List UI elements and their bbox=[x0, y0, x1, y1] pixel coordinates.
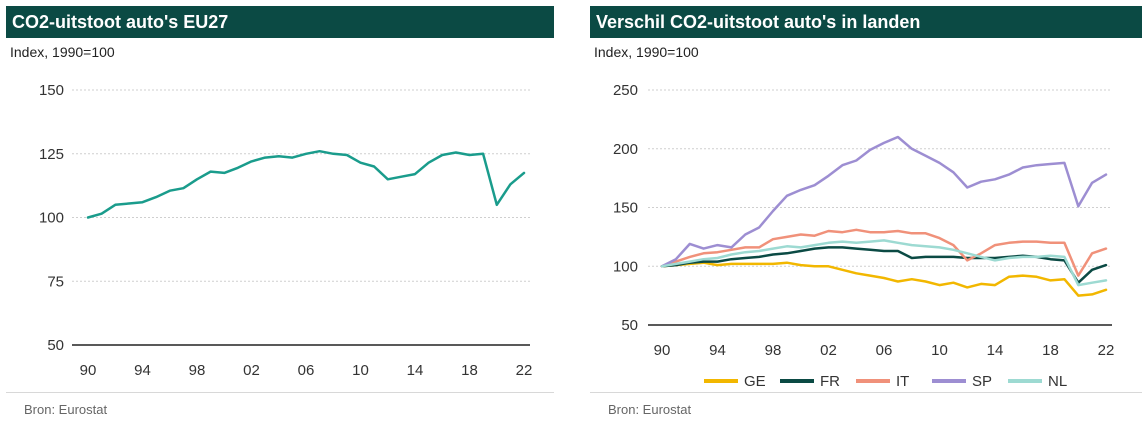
x-tick-label: 98 bbox=[189, 362, 206, 379]
countries-chart-panel: Verschil CO2-uitstoot auto's in landen I… bbox=[590, 6, 1142, 421]
legend-label: SP bbox=[972, 373, 992, 390]
y-tick-label: 50 bbox=[621, 317, 638, 334]
chart-subtitle: Index, 1990=100 bbox=[594, 44, 699, 60]
legend-item-sp: SP bbox=[932, 373, 992, 390]
x-tick-label: 14 bbox=[407, 362, 424, 379]
x-tick-label: 90 bbox=[80, 362, 97, 379]
y-tick-label: 250 bbox=[613, 82, 638, 99]
chart-title: Verschil CO2-uitstoot auto's in landen bbox=[590, 6, 1142, 38]
footer-divider bbox=[590, 392, 1142, 393]
source-note: Bron: Eurostat bbox=[608, 402, 692, 417]
chart-title: CO2-uitstoot auto's EU27 bbox=[6, 6, 554, 38]
chart-subtitle: Index, 1990=100 bbox=[10, 44, 115, 60]
x-tick-label: 94 bbox=[134, 362, 151, 379]
y-tick-label: 125 bbox=[39, 146, 64, 163]
y-tick-label: 150 bbox=[613, 200, 638, 217]
x-tick-label: 06 bbox=[876, 342, 893, 359]
x-tick-label: 18 bbox=[461, 362, 478, 379]
legend-label: FR bbox=[820, 373, 840, 390]
x-tick-label: 06 bbox=[298, 362, 315, 379]
x-tick-label: 94 bbox=[709, 342, 726, 359]
legend-item-ge: GE bbox=[704, 373, 766, 390]
footer-divider bbox=[6, 392, 554, 393]
eu27-line-chart: 50 75 100 125 150 90 94 98 02 06 10 14 18 22 bbox=[39, 82, 533, 379]
legend-item-it: IT bbox=[856, 373, 909, 390]
x-tick-label: 14 bbox=[987, 342, 1004, 359]
x-tick-label: 02 bbox=[243, 362, 260, 379]
x-tick-label: 18 bbox=[1042, 342, 1059, 359]
legend-label: IT bbox=[896, 373, 909, 390]
x-tick-label: 90 bbox=[654, 342, 671, 359]
y-tick-label: 100 bbox=[613, 258, 638, 275]
x-tick-label: 10 bbox=[931, 342, 948, 359]
legend-label: GE bbox=[744, 373, 766, 390]
countries-line-chart: 50 100 150 200 250 90 94 98 02 06 10 14 18 22 GE FR IT SP… bbox=[613, 82, 1115, 390]
series-line-ge bbox=[660, 261, 1108, 297]
y-tick-label: 150 bbox=[39, 82, 64, 99]
x-tick-label: 10 bbox=[352, 362, 369, 379]
legend-item-nl: NL bbox=[1008, 373, 1067, 390]
y-tick-label: 100 bbox=[39, 210, 64, 227]
x-tick-label: 98 bbox=[765, 342, 782, 359]
eu27-chart-panel: CO2-uitstoot auto's EU27 Index, 1990=100… bbox=[6, 6, 554, 421]
x-tick-label: 22 bbox=[1098, 342, 1115, 359]
legend-item-fr: FR bbox=[780, 373, 840, 390]
y-tick-label: 50 bbox=[47, 337, 64, 354]
y-tick-label: 75 bbox=[47, 273, 64, 290]
source-note: Bron: Eurostat bbox=[24, 402, 108, 417]
series-line-nl bbox=[660, 239, 1108, 287]
series-line-eu27 bbox=[86, 149, 526, 219]
series-line-it bbox=[660, 228, 1108, 277]
legend-label: NL bbox=[1048, 373, 1067, 390]
x-tick-label: 02 bbox=[820, 342, 837, 359]
series-line-sp bbox=[660, 135, 1108, 268]
y-tick-label: 200 bbox=[613, 141, 638, 158]
x-tick-label: 22 bbox=[516, 362, 533, 379]
